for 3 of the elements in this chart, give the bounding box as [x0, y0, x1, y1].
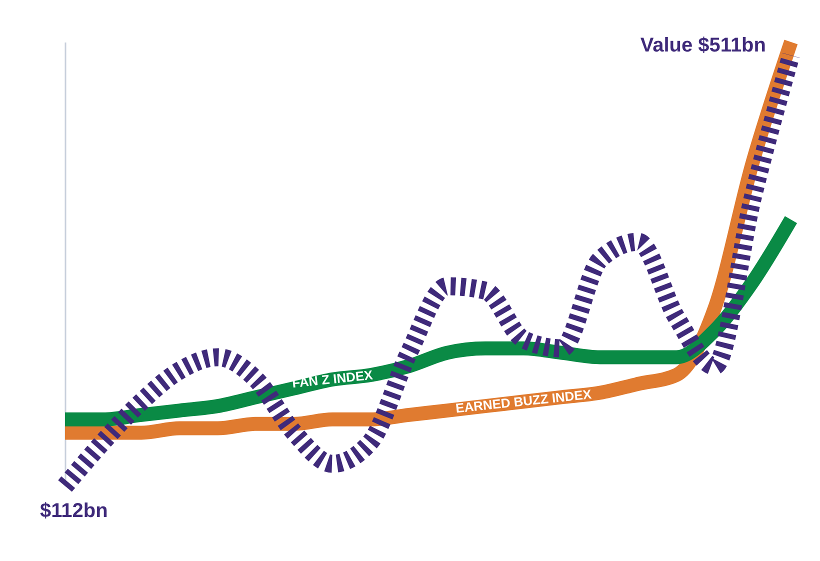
- annotation: Value $511bn: [640, 34, 766, 56]
- text: EARNED BUZZ INDEX: [454, 386, 592, 416]
- text: $112bn: [40, 500, 108, 522]
